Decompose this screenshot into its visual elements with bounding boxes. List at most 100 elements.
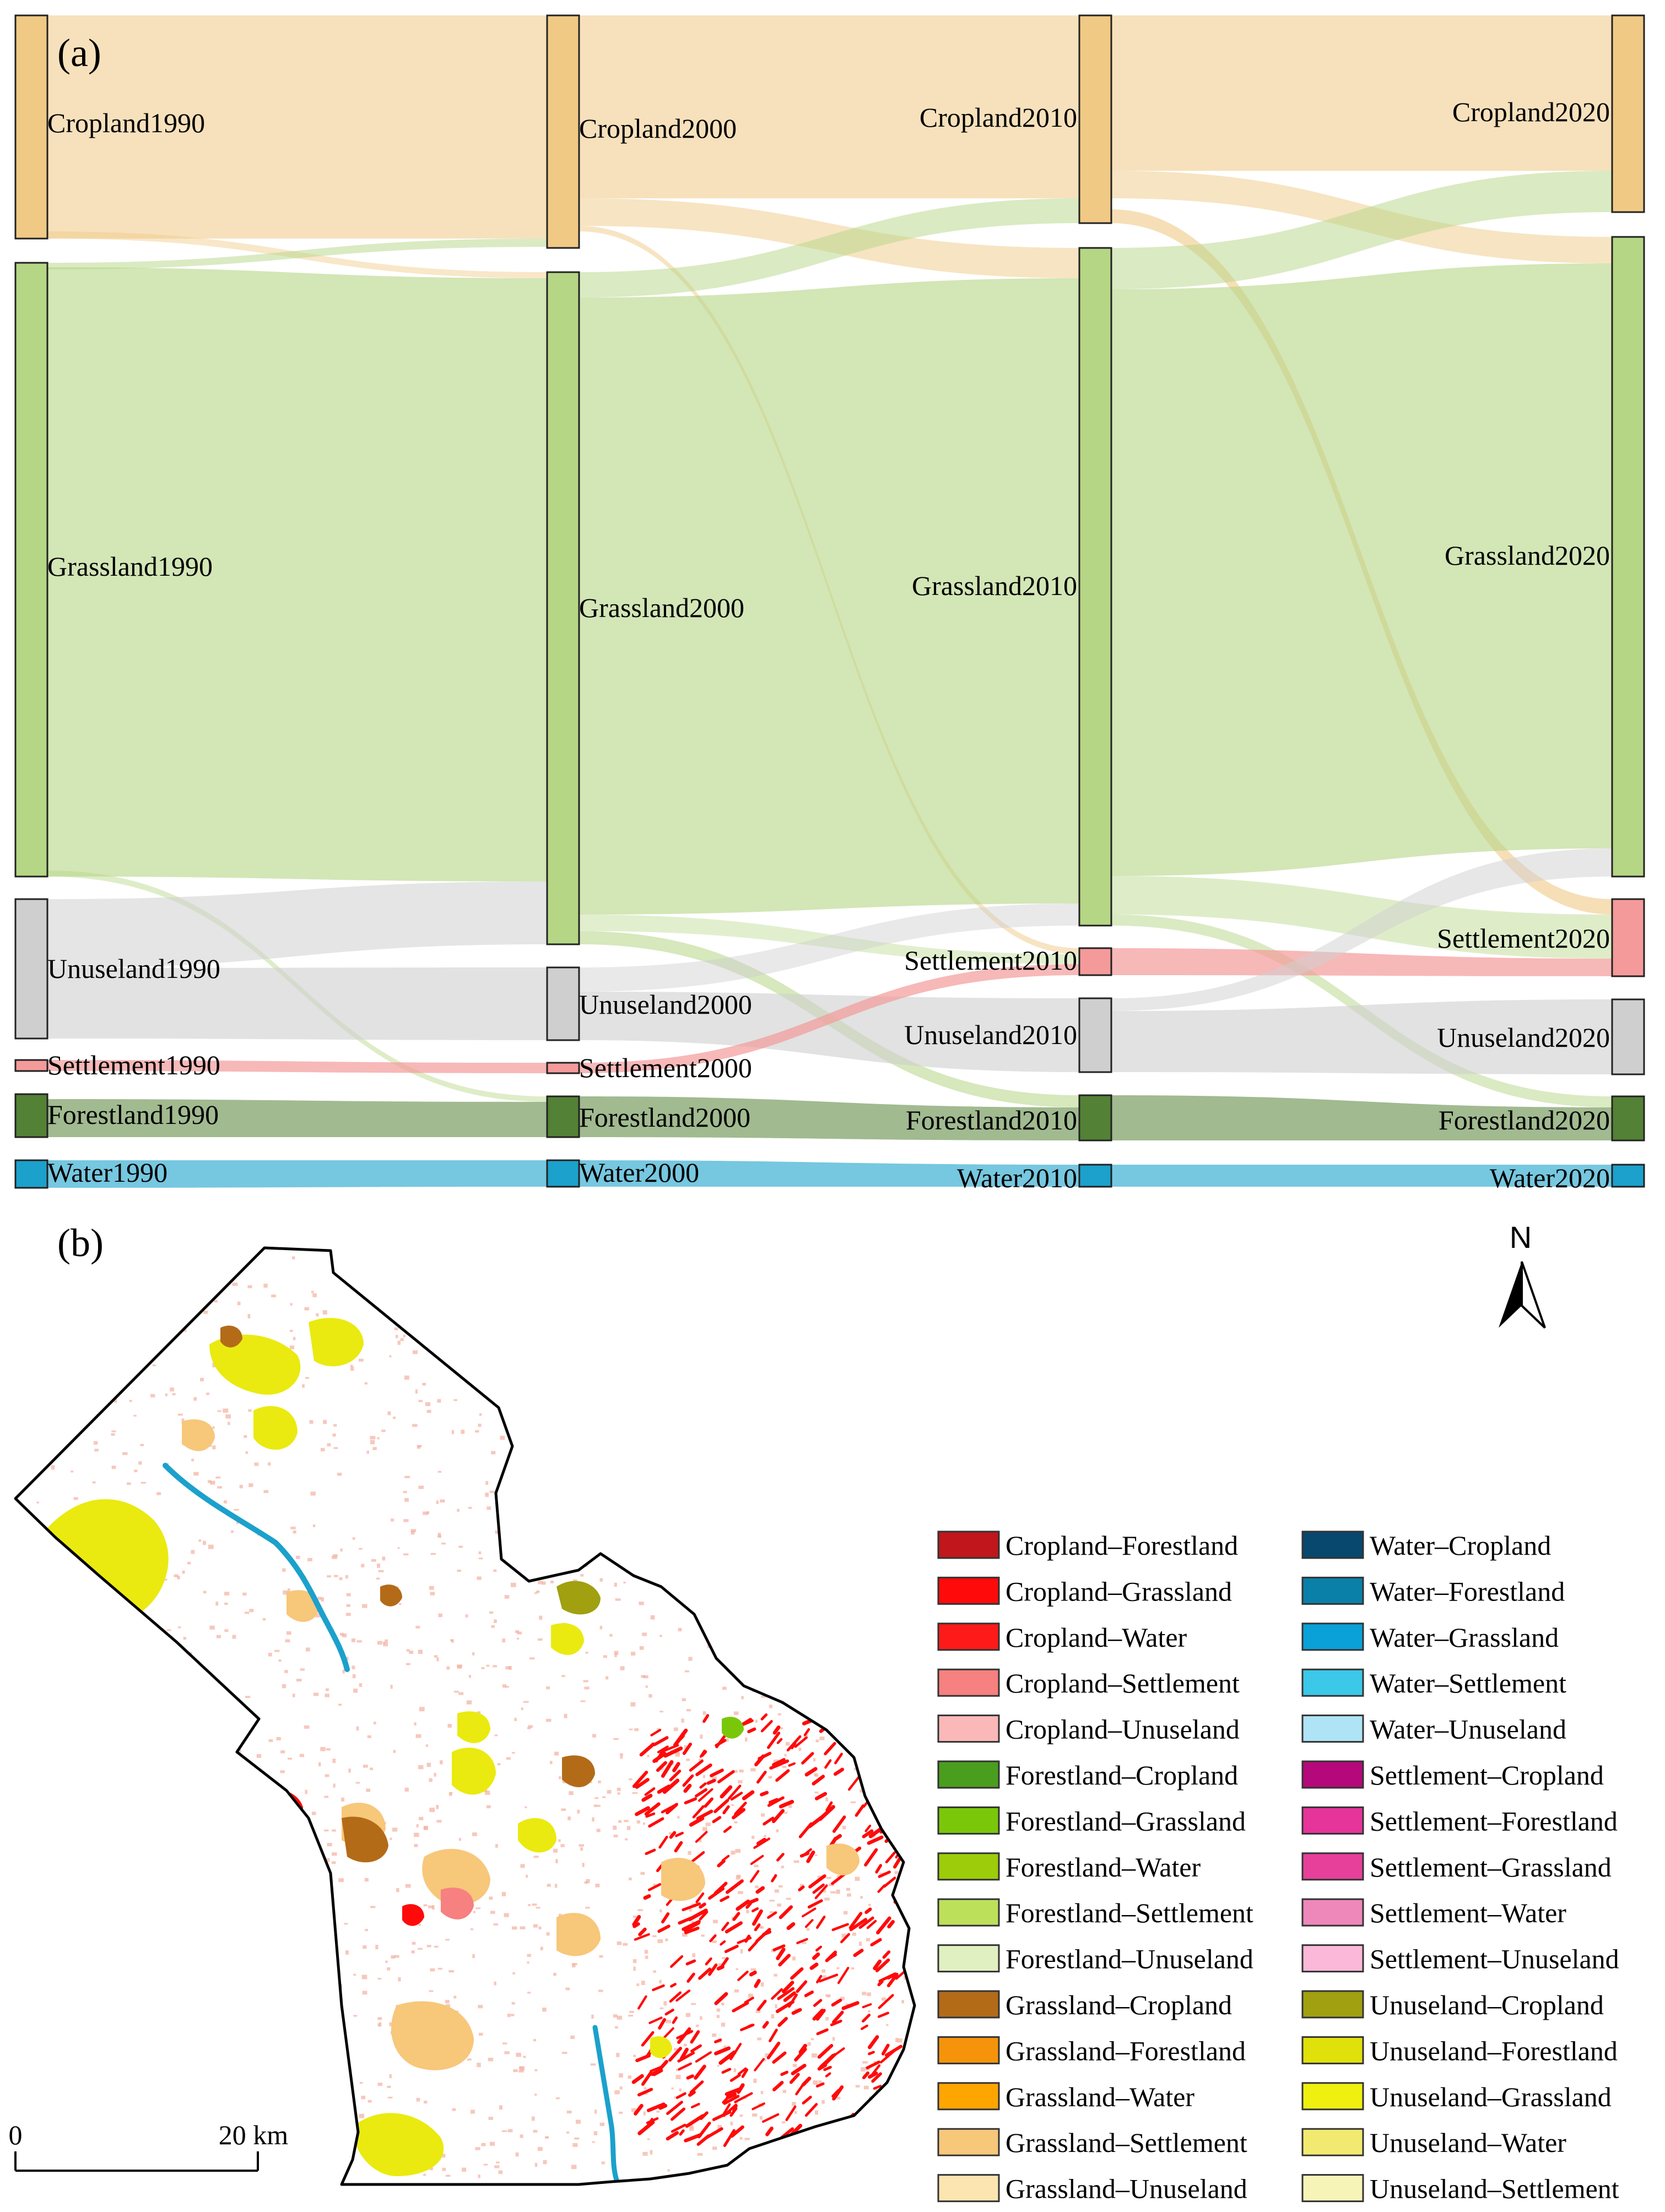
sankey-link-settlement1990-to-settlement2000 — [47, 1060, 547, 1073]
sankey-node-settlement2000 — [546, 1062, 580, 1074]
sankey-link-cropland2010-to-cropland2020 — [1111, 15, 1612, 171]
sankey-link-forestland2010-to-forestland2020 — [1111, 1095, 1612, 1140]
map-patch-grass-crop — [562, 1755, 595, 1787]
map-patch-grass-crop — [220, 1326, 242, 1348]
legend-swatch — [937, 2082, 1000, 2111]
map-patch-unuse-grass — [518, 1818, 556, 1853]
sankey-node-label-settlement2020: Settlement2020 — [1437, 923, 1610, 954]
legend-label: Water–Cropland — [1370, 1530, 1551, 1561]
sankey-node-forestland2010 — [1078, 1094, 1112, 1142]
map-patch-grass-crop — [342, 1816, 388, 1863]
legend-item: Unuseland–Forestland — [1301, 2035, 1618, 2066]
sankey-node-unuseland2020 — [1611, 998, 1645, 1075]
legend-item: Forestland–Cropland — [937, 1760, 1238, 1791]
sankey-node-label-water2010: Water2010 — [957, 1162, 1077, 1193]
sankey-link-water1990-to-water2000 — [47, 1160, 547, 1188]
scale-end-label: 20 km — [219, 2119, 289, 2150]
legend-label: Settlement–Cropland — [1370, 1760, 1604, 1791]
legend-item: Cropland–Unuseland — [937, 1714, 1240, 1745]
legend-swatch — [1301, 1898, 1364, 1927]
legend-item: Unuseland–Cropland — [1301, 1989, 1604, 2020]
map-patch-forest-grass — [187, 1700, 209, 1722]
sankey-node-unuseland2010 — [1078, 997, 1112, 1073]
legend-label: Forestland–Grassland — [1006, 1805, 1246, 1836]
sankey-node-label-cropland2000: Cropland2000 — [579, 113, 737, 144]
sankey-node-cropland2000 — [546, 14, 580, 249]
sankey-node-water1990 — [14, 1159, 48, 1189]
sankey-node-grassland1990 — [14, 262, 48, 878]
map-river-south — [592, 2025, 620, 2184]
legend-swatch — [937, 1852, 1000, 1881]
legend-item: Water–Unuseland — [1301, 1714, 1566, 1745]
legend-label: Settlement–Unuseland — [1370, 1944, 1619, 1975]
sankey-node-cropland2010 — [1078, 14, 1112, 224]
sankey-node-label-grassland2020: Grassland2020 — [1445, 540, 1610, 571]
sankey-link-cropland2000-to-cropland2010 — [579, 15, 1079, 198]
legend-label: Cropland–Grassland — [1006, 1576, 1232, 1607]
legend-item: Cropland–Forestland — [937, 1530, 1238, 1561]
map-crop-grass-dashes — [631, 1713, 912, 2150]
legend-label: Forestland–Settlement — [1006, 1897, 1253, 1928]
sankey-node-water2020 — [1611, 1164, 1645, 1188]
sankey-link-water2000-to-water2010 — [579, 1160, 1079, 1187]
legend-item: Cropland–Water — [937, 1622, 1187, 1653]
map-patch-unuse-grass — [353, 2113, 444, 2176]
legend-swatch — [937, 1990, 1000, 2019]
sankey-node-forestland2000 — [546, 1095, 580, 1138]
legend-label: Water–Grassland — [1370, 1622, 1559, 1653]
map-patch-crop-grass — [259, 1788, 303, 1824]
sankey-link-forestland1990-to-forestland2000 — [47, 1099, 547, 1137]
sankey-link-grassland1990-to-grassland2000 — [47, 267, 547, 881]
legend-item: Cropland–Grassland — [937, 1576, 1232, 1607]
map-patch-grass-settle — [826, 1843, 859, 1875]
legend-label: Grassland–Unuseland — [1006, 2173, 1247, 2204]
legend-item: Cropland–Settlement — [937, 1668, 1240, 1699]
legend-item: Water–Grassland — [1301, 1622, 1559, 1653]
map-patch-unuse-grass — [209, 1334, 301, 1395]
sankey-link-grassland2000-to-grassland2010 — [579, 278, 1079, 915]
sankey-link-settlement2000-to-settlement2010 — [579, 964, 1079, 1073]
legend-label: Unuseland–Grassland — [1370, 2081, 1612, 2112]
sankey-node-label-settlement1990: Settlement1990 — [47, 1050, 220, 1080]
legend-item: Unuseland–Settlement — [1301, 2173, 1619, 2204]
legend-item: Settlement–Unuseland — [1301, 1944, 1619, 1975]
scale-start-label: 0 — [9, 2119, 23, 2150]
map-river — [163, 1463, 350, 1672]
sankey-node-forestland2020 — [1611, 1095, 1645, 1142]
sankey-link-cropland1990-to-cropland2000 — [47, 15, 547, 239]
map-patch-grass-settle — [182, 1419, 215, 1451]
map-patch-grass-settle — [556, 1913, 601, 1956]
sankey-link-unuseland1990-to-grassland2000 — [47, 881, 547, 968]
legend-swatch — [1301, 1530, 1364, 1559]
sankey-node-label-forestland2020: Forestland2020 — [1439, 1105, 1610, 1135]
sankey-link-unuseland2000-to-grassland2010 — [579, 904, 1079, 992]
legend-item: Grassland–Water — [937, 2081, 1194, 2112]
sankey-node-label-water1990: Water1990 — [47, 1157, 167, 1188]
legend-swatch — [1301, 2036, 1364, 2064]
map-patch-forest-grass — [722, 1717, 744, 1739]
legend-label: Grassland–Settlement — [1006, 2127, 1247, 2158]
map-patch-unuse-crop — [556, 1581, 601, 1615]
map-patch-unuse-grass — [309, 1318, 364, 1366]
sankey-node-label-unuseland1990: Unuseland1990 — [47, 953, 220, 984]
legend-label: Grassland–Water — [1006, 2081, 1194, 2112]
legend-label: Cropland–Forestland — [1006, 1530, 1238, 1561]
sankey-node-label-cropland2010: Cropland2010 — [920, 102, 1077, 133]
sankey-node-unuseland2000 — [546, 966, 580, 1041]
sankey-node-label-forestland1990: Forestland1990 — [47, 1099, 219, 1130]
sankey-link-unuseland2010-to-grassland2020 — [1111, 848, 1612, 1011]
legend-swatch — [1301, 1623, 1364, 1651]
map-patch-unuse-grass — [452, 1748, 496, 1795]
legend-label: Unuseland–Settlement — [1370, 2173, 1619, 2204]
sankey-link-unuseland2010-to-unuseland2020 — [1111, 999, 1612, 1074]
legend-swatch — [1301, 1760, 1364, 1789]
sankey-link-water2010-to-water2020 — [1111, 1165, 1612, 1187]
sankey-node-settlement1990 — [14, 1059, 48, 1072]
legend-label: Settlement–Water — [1370, 1897, 1566, 1928]
legend-label: Unuseland–Forestland — [1370, 2035, 1618, 2066]
map-patch-grass-settle — [391, 2001, 474, 2070]
legend-swatch — [1301, 1806, 1364, 1835]
sankey-nodes — [14, 14, 1645, 1189]
legend-swatch — [937, 1806, 1000, 1835]
legend-label: Forestland–Unuseland — [1006, 1944, 1253, 1975]
